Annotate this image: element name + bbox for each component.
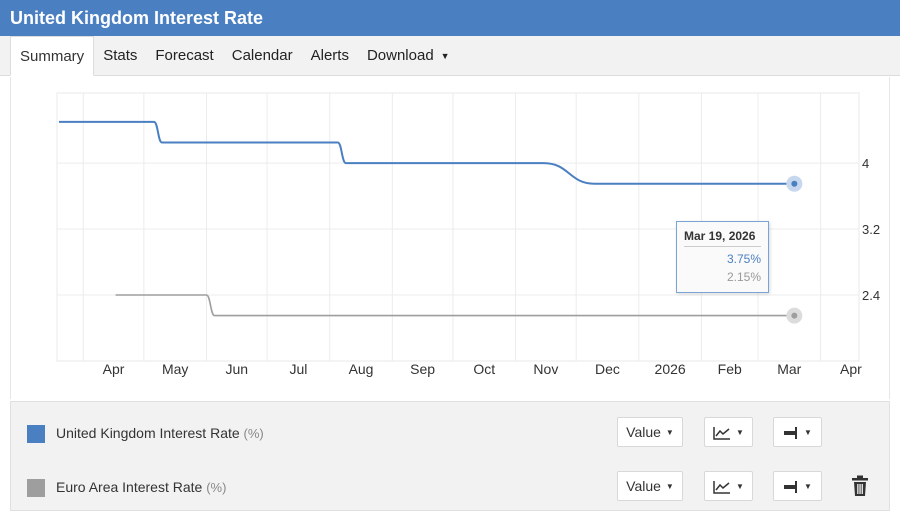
- line-chart-icon: [713, 427, 731, 441]
- x-tick-label: May: [162, 361, 188, 377]
- series-line-euro: [115, 294, 795, 317]
- tab-forecast[interactable]: Forecast: [155, 47, 214, 64]
- chart-panel: Apr May Jun Jul Aug Sep Oct Nov Dec 2026 Feb Mar Apr…: [10, 77, 890, 399]
- series-legend: United Kingdom Interest Rate (%) Value ▼ …: [10, 401, 890, 511]
- x-tick-label: Mar: [777, 361, 801, 377]
- series-color-swatch[interactable]: [27, 425, 45, 443]
- chart-type-dropdown[interactable]: ▼: [704, 417, 753, 447]
- series-color-swatch[interactable]: [27, 479, 45, 497]
- x-tick-label: Feb: [718, 361, 742, 377]
- x-tick-label: Apr: [840, 361, 862, 377]
- axis-position-dropdown[interactable]: ▼: [773, 471, 822, 501]
- x-tick-label: Oct: [473, 361, 495, 377]
- tab-summary[interactable]: Summary: [10, 36, 95, 76]
- legend-row-uk: United Kingdom Interest Rate (%) Value ▼ …: [11, 414, 891, 454]
- x-tick-label: 2026: [655, 361, 686, 377]
- y-tick-label: 4: [862, 156, 869, 171]
- tab-download-label: Download: [366, 47, 434, 64]
- tooltip-date: Mar 19, 2026: [684, 229, 761, 247]
- chart-type-dropdown[interactable]: ▼: [704, 471, 753, 501]
- x-tick-label: Apr: [103, 361, 125, 377]
- y-tick-label: 3.2: [862, 222, 880, 237]
- series-unit: (%): [243, 426, 264, 441]
- chart-tooltip: Mar 19, 2026 3.75% 2.15%: [676, 221, 769, 293]
- series-name: Euro Area Interest Rate: [56, 479, 203, 495]
- tooltip-value-uk: 3.75%: [726, 252, 761, 266]
- series-label: United Kingdom Interest Rate (%): [56, 425, 264, 441]
- value-dropdown-label: Value: [626, 424, 661, 440]
- axis-position-icon: [784, 481, 798, 494]
- chevron-down-icon: ▼: [804, 428, 812, 438]
- line-chart-icon: [713, 481, 731, 495]
- axis-position-dropdown[interactable]: ▼: [773, 417, 822, 447]
- tooltip-value-euro: 2.15%: [726, 270, 761, 284]
- chevron-down-icon: ▼: [665, 482, 674, 492]
- page-title: United Kingdom Interest Rate: [0, 0, 900, 36]
- trash-icon[interactable]: [851, 475, 869, 497]
- legend-row-euro: Euro Area Interest Rate (%) Value ▼ ▼ ▼: [11, 468, 891, 508]
- tab-bar: Summary Stats Forecast Calendar Alerts D…: [0, 36, 900, 76]
- x-tick-label: Nov: [533, 361, 558, 377]
- y-tick-label: 2.4: [862, 288, 880, 303]
- x-tick-label: Aug: [349, 361, 374, 377]
- tab-download[interactable]: Download ▼: [358, 36, 459, 75]
- tab-calendar[interactable]: Calendar: [231, 47, 293, 64]
- value-dropdown-label: Value: [626, 478, 661, 494]
- series-end-marker: [791, 312, 798, 319]
- value-dropdown[interactable]: Value ▼: [617, 471, 683, 501]
- series-name: United Kingdom Interest Rate: [56, 425, 240, 441]
- series-end-marker: [791, 180, 798, 187]
- series-unit: (%): [206, 480, 227, 495]
- tab-alerts[interactable]: Alerts: [310, 47, 349, 64]
- x-tick-label: Jun: [226, 361, 249, 377]
- chevron-down-icon: ▼: [736, 428, 744, 438]
- x-tick-label: Sep: [410, 361, 435, 377]
- value-dropdown[interactable]: Value ▼: [617, 417, 683, 447]
- chevron-down-icon: ▼: [440, 51, 450, 62]
- chevron-down-icon: ▼: [665, 428, 674, 438]
- axis-position-icon: [784, 427, 798, 440]
- tab-stats[interactable]: Stats: [103, 47, 138, 64]
- plot-border: [56, 92, 860, 362]
- series-line-uk: [59, 120, 795, 185]
- chevron-down-icon: ▼: [736, 482, 744, 492]
- line-chart: Apr May Jun Jul Aug Sep Oct Nov Dec 2026 Feb Mar Apr…: [56, 92, 880, 377]
- series-label: Euro Area Interest Rate (%): [56, 479, 226, 495]
- chevron-down-icon: ▼: [804, 482, 812, 492]
- x-tick-label: Jul: [289, 361, 307, 377]
- x-tick-label: Dec: [595, 361, 620, 377]
